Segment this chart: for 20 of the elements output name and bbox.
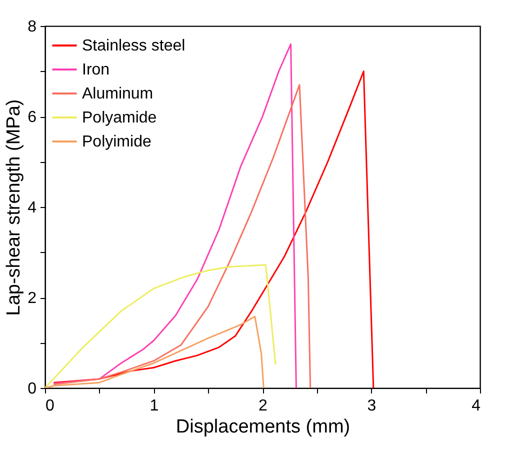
legend-label: Polyamide (82, 110, 157, 126)
x-tick-label: 1 (150, 398, 159, 414)
x-tick-label: 3 (367, 398, 376, 414)
line-series (52, 84, 312, 388)
line-series (45, 264, 276, 388)
legend-label: Stainless steel (82, 38, 186, 54)
y-tick-label: 2 (28, 290, 37, 307)
line-series (45, 316, 264, 388)
y-tick-label: 0 (28, 380, 37, 398)
y-tick-label: 4 (28, 200, 37, 216)
x-tick-label: 2 (258, 398, 268, 414)
legend-label: Iron (82, 62, 110, 78)
x-axis-title: Displacements (mm) (176, 416, 350, 438)
x-tick-label: 0 (46, 398, 54, 414)
legend-label: Polyimide (82, 134, 152, 150)
y-axis-title: Lap-shear strength (MPa) (4, 99, 25, 316)
y-tick-label: 6 (28, 109, 37, 126)
y-tick-label: 8 (28, 18, 37, 36)
x-tick-label: 4 (472, 398, 481, 414)
legend-label: Aluminum (82, 86, 154, 102)
